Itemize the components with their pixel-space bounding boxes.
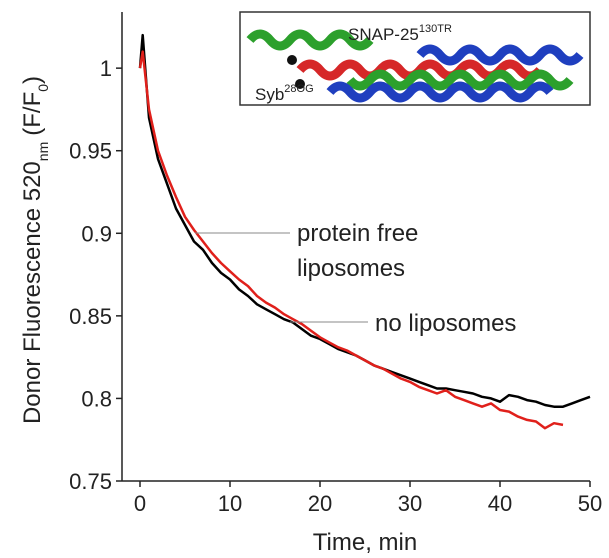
y-tick-label: 0.9 — [81, 221, 112, 246]
helix — [416, 44, 584, 66]
y-title-main: Donor Fluorescence 520 — [19, 161, 46, 424]
annotation: liposomes — [297, 255, 405, 282]
x-tick-label: 50 — [578, 491, 602, 516]
y-title-unit-sub: 0 — [35, 84, 51, 92]
dye — [295, 79, 305, 89]
y-title-unit: (F/F — [19, 92, 46, 136]
inset-label: Syb28OG — [255, 83, 314, 104]
annotation: no liposomes — [375, 310, 516, 337]
helix — [346, 69, 574, 91]
helix — [246, 29, 374, 51]
inset-label-sup: 130TR — [419, 23, 452, 35]
x-tick-label: 30 — [398, 491, 422, 516]
x-tick-label: 0 — [134, 491, 146, 516]
x-axis-title: Time, min — [313, 529, 417, 556]
data-line — [138, 50, 564, 430]
x-tick-label: 40 — [488, 491, 512, 516]
x-tick-label: 20 — [308, 491, 332, 516]
y-title-sub: nm — [35, 142, 51, 161]
y-axis-title: Donor Fluorescence 520nm (F/F0) — [19, 76, 51, 424]
helix — [326, 81, 554, 103]
inset-label: SNAP-25 — [348, 25, 419, 44]
inset-label: Syb — [255, 85, 284, 104]
y-tick-label: 1 — [100, 56, 112, 81]
annotation: protein free — [297, 220, 418, 247]
inset-label-sup: 28OG — [284, 83, 313, 95]
inset: SNAP-25130TR Syb28OG — [239, 11, 591, 106]
y-tick-label: 0.75 — [69, 469, 112, 494]
inset-label: SNAP-25130TR — [348, 23, 452, 44]
x-tick-label: 10 — [218, 491, 242, 516]
y-title-close: ) — [19, 76, 46, 84]
y-tick-label: 0.8 — [81, 386, 112, 411]
dye — [287, 55, 297, 65]
y-tick-label: 0.85 — [69, 304, 112, 329]
y-tick-label: 0.95 — [69, 139, 112, 164]
